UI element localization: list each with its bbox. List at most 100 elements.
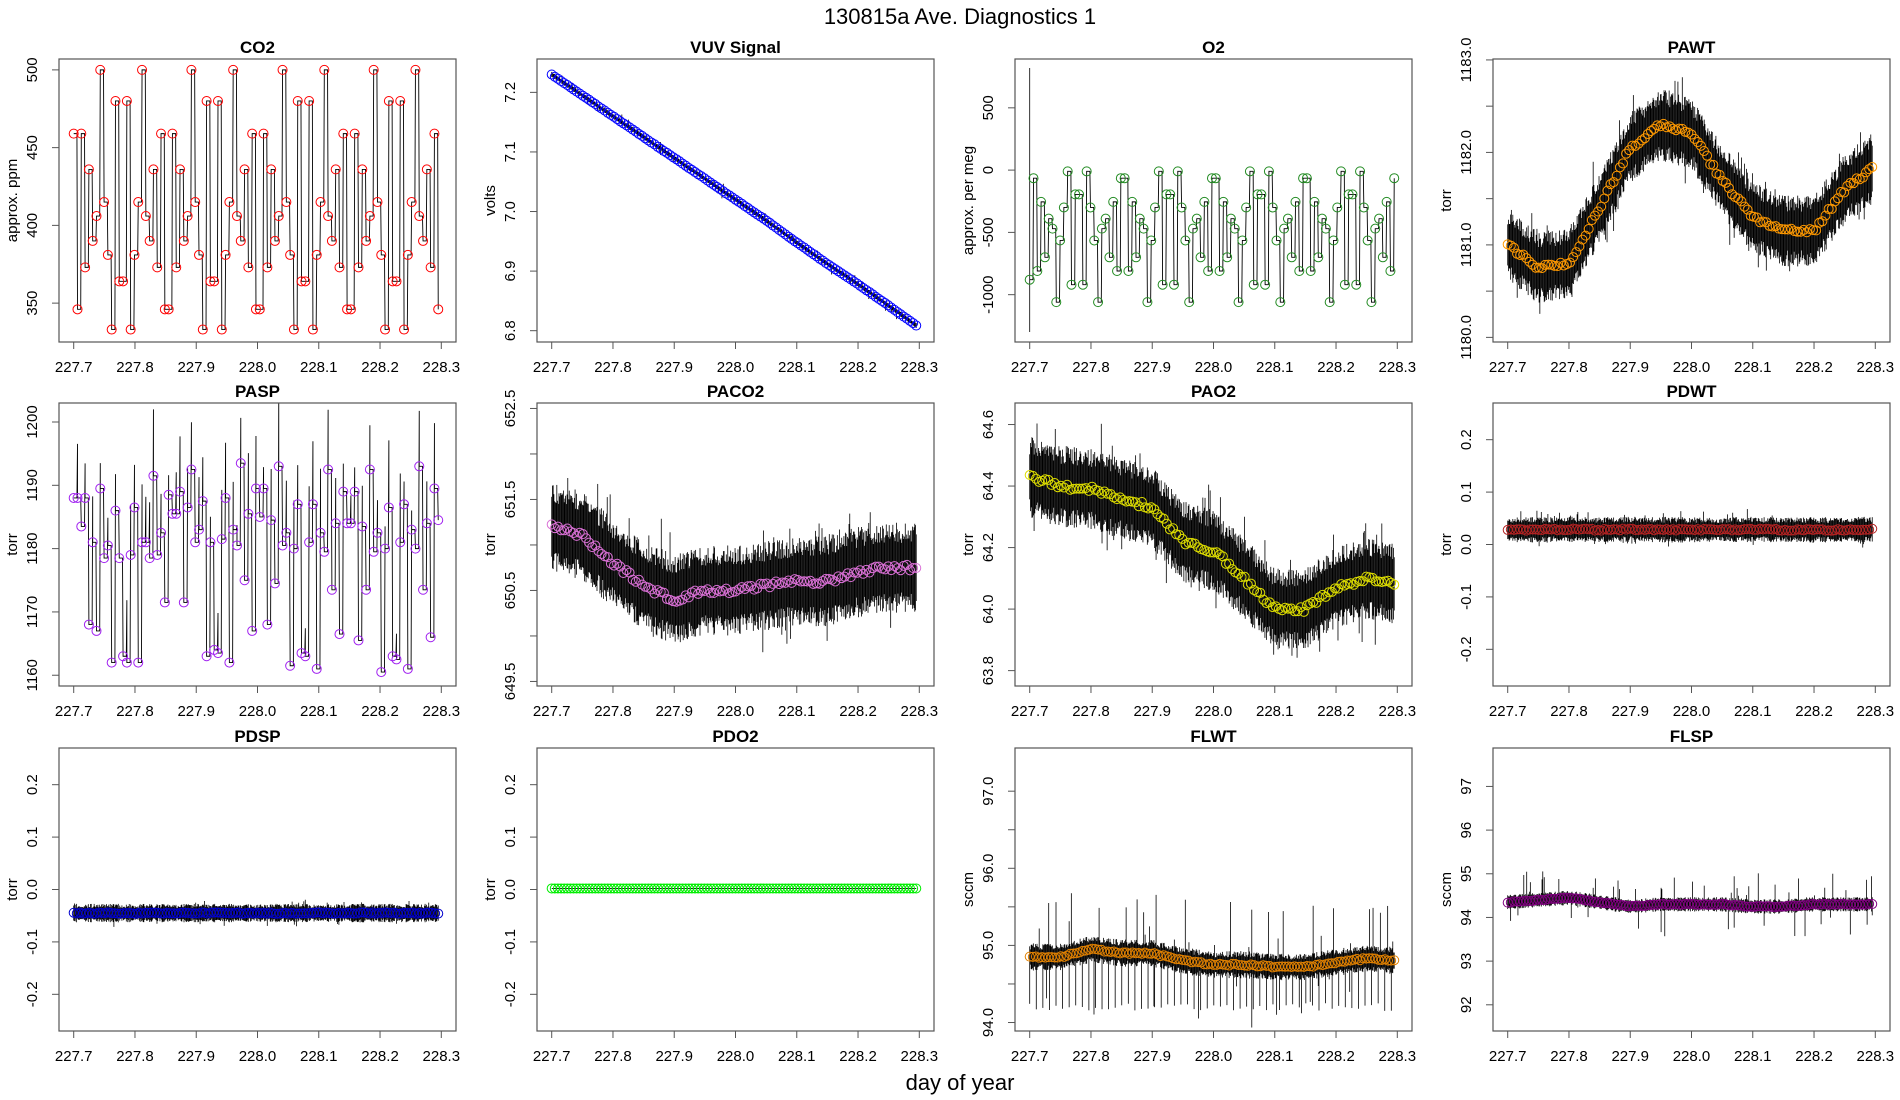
data-point [1199,196,1210,207]
x-axis: 227.7 227.8 227.9 228.0 228.1 228.2 228.3 [1011,341,1417,376]
data-point [705,587,716,598]
x-tick-label: 227.8 [1550,359,1588,376]
data-point [1336,166,1347,177]
data-point [767,578,778,589]
data-point [1381,196,1392,207]
data-point [883,561,894,572]
x-tick-label: 228.0 [717,359,755,376]
data-point [1527,259,1538,270]
data-point [1214,549,1225,560]
data-point [1043,474,1054,485]
data-point [368,64,379,75]
y-tick-label: 64.6 [980,410,997,439]
data-point [186,464,197,475]
data-line [1029,170,1395,303]
y-tick-label: 649.5 [502,663,519,701]
x-tick-label: 228.1 [1734,359,1772,376]
data-point [1184,297,1195,308]
data-point [1051,297,1062,308]
data-point [1370,223,1381,234]
y-axis: 6.8 6.9 7.0 7.1 7.2 volts [482,82,538,341]
data-point [1524,256,1535,267]
data-point [368,546,379,557]
data-point [1389,173,1400,184]
data-point [323,464,334,475]
data-point [121,657,132,668]
data-point [1558,525,1569,536]
data-point [171,508,182,519]
data-point [159,597,170,608]
y-tick-label: 0.0 [24,879,41,900]
data-point [121,95,132,106]
data-point [281,197,292,208]
x-tick-label: 228.3 [1379,359,1417,376]
data-point [395,537,406,548]
data-point [1839,187,1850,198]
data-point [817,575,828,586]
data-point [277,64,288,75]
x-tick-label: 228.3 [1857,359,1895,376]
data-point [1861,167,1872,178]
data-point [1733,193,1744,204]
data-point [546,519,557,530]
y-tick-label: 0.0 [1458,534,1475,555]
data-point [852,567,863,578]
data-point [1586,523,1597,534]
data-point [167,508,178,519]
data-point [637,579,648,590]
data-point [1055,480,1066,491]
data-point [163,304,174,315]
data-point [1277,605,1288,616]
data-point [1518,249,1529,260]
y-tick-label: -0.2 [1458,636,1475,662]
data-point [194,524,205,535]
x-tick-label: 227.9 [177,359,215,376]
data-point [87,235,98,246]
plot-area [546,883,922,894]
data-point [1245,578,1256,589]
data-point [1611,170,1622,181]
x-tick-label: 227.7 [533,359,571,376]
data-point [1127,196,1138,207]
data-point [811,578,822,589]
data-point [425,632,436,643]
data-point [1608,177,1619,188]
data-point [1580,523,1591,534]
y-axis-label: torr [1438,533,1455,556]
x-tick-label: 227.8 [1072,703,1110,720]
panel-title: PDWT [1666,382,1717,401]
x-tick-label: 227.9 [177,1048,215,1065]
y-tick-label: -0.1 [502,929,519,955]
x-tick-label: 228.0 [239,359,277,376]
data-point [376,667,387,678]
data-point [273,461,284,472]
plot-area [1024,423,1400,658]
data-point [1024,274,1035,285]
data-point [1808,225,1819,236]
data-point [1343,189,1354,200]
data-point [266,164,277,175]
data-point [87,537,98,548]
data-point [1134,213,1145,224]
data-point [110,95,121,106]
data-point [148,164,159,175]
data-point [269,578,280,589]
data-point [1158,513,1169,524]
data-point [338,486,349,497]
data-point [235,235,246,246]
panel-title: CO2 [240,38,275,57]
data-point [125,324,136,335]
data-point [205,276,216,287]
data-point [761,578,772,589]
x-axis: 227.7 227.8 227.9 228.0 228.1 228.2 228.3 [1489,341,1895,376]
data-point [258,483,269,494]
x-tick-label: 228.3 [423,359,461,376]
data-point [911,883,922,894]
data-point [209,276,220,287]
y-tick-label: 400 [24,213,41,238]
data-point [201,95,212,106]
data-point [1205,547,1216,558]
x-tick-label: 228.3 [1379,703,1417,720]
data-point [1311,597,1322,608]
data-point [418,584,429,595]
